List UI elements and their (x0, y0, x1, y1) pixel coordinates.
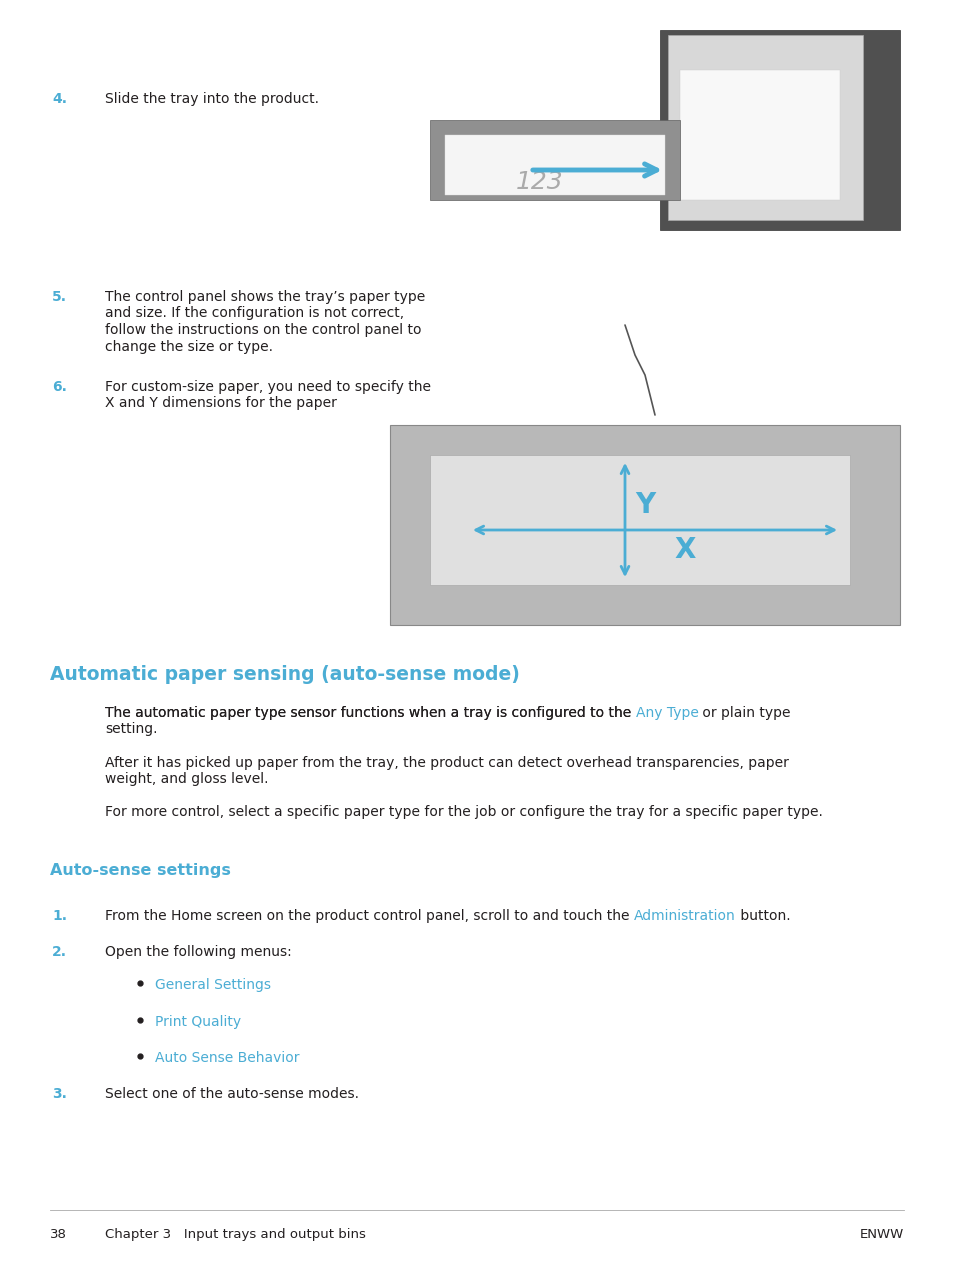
Text: follow the instructions on the control panel to: follow the instructions on the control p… (105, 323, 421, 337)
Text: Auto-sense settings: Auto-sense settings (50, 862, 231, 878)
Text: The automatic paper type sensor functions when a tray is configured to the: The automatic paper type sensor function… (105, 706, 635, 720)
Text: button.: button. (735, 909, 789, 923)
Text: Administration: Administration (633, 909, 735, 923)
Text: setting.: setting. (105, 723, 157, 737)
Text: 1.: 1. (52, 909, 67, 923)
Text: or plain type: or plain type (698, 706, 790, 720)
FancyBboxPatch shape (430, 455, 849, 585)
Text: Chapter 3   Input trays and output bins: Chapter 3 Input trays and output bins (105, 1228, 366, 1241)
Text: 5.: 5. (52, 290, 67, 304)
Text: 3.: 3. (52, 1087, 67, 1101)
Text: Select one of the auto-sense modes.: Select one of the auto-sense modes. (105, 1087, 358, 1101)
Text: For custom-size paper, you need to specify the: For custom-size paper, you need to speci… (105, 380, 431, 394)
Text: General Settings: General Settings (154, 978, 271, 992)
Text: Open the following menus:: Open the following menus: (105, 945, 292, 959)
Text: After it has picked up paper from the tray, the product can detect overhead tran: After it has picked up paper from the tr… (105, 756, 788, 770)
Text: Y: Y (634, 491, 655, 519)
Text: Auto Sense Behavior: Auto Sense Behavior (154, 1050, 299, 1064)
Text: 6.: 6. (52, 380, 67, 394)
Text: 38: 38 (50, 1228, 67, 1241)
Text: The control panel shows the tray’s paper type: The control panel shows the tray’s paper… (105, 290, 425, 304)
Text: Any Type: Any Type (635, 706, 698, 720)
Text: change the size or type.: change the size or type. (105, 339, 273, 353)
Text: ENWW: ENWW (859, 1228, 903, 1241)
Text: 2.: 2. (52, 945, 67, 959)
Text: From the Home screen on the product control panel, scroll to and touch the: From the Home screen on the product cont… (105, 909, 633, 923)
FancyBboxPatch shape (679, 70, 840, 199)
Text: X: X (674, 536, 695, 564)
Text: Automatic paper sensing (auto-sense mode): Automatic paper sensing (auto-sense mode… (50, 665, 519, 685)
FancyBboxPatch shape (444, 135, 664, 196)
FancyBboxPatch shape (390, 425, 899, 625)
Text: Slide the tray into the product.: Slide the tray into the product. (105, 91, 318, 105)
Text: For more control, select a specific paper type for the job or configure the tray: For more control, select a specific pape… (105, 805, 822, 819)
Text: and size. If the configuration is not correct,: and size. If the configuration is not co… (105, 306, 404, 320)
Text: The automatic paper type sensor functions when a tray is configured to the: The automatic paper type sensor function… (105, 706, 635, 720)
FancyBboxPatch shape (430, 119, 679, 199)
Text: weight, and gloss level.: weight, and gloss level. (105, 772, 268, 786)
FancyBboxPatch shape (659, 30, 899, 230)
Text: Print Quality: Print Quality (154, 1015, 241, 1029)
Text: 123: 123 (516, 170, 563, 194)
Text: X and Y dimensions for the paper: X and Y dimensions for the paper (105, 396, 336, 410)
FancyBboxPatch shape (430, 30, 919, 265)
FancyBboxPatch shape (667, 36, 862, 220)
Text: 4.: 4. (52, 91, 67, 105)
